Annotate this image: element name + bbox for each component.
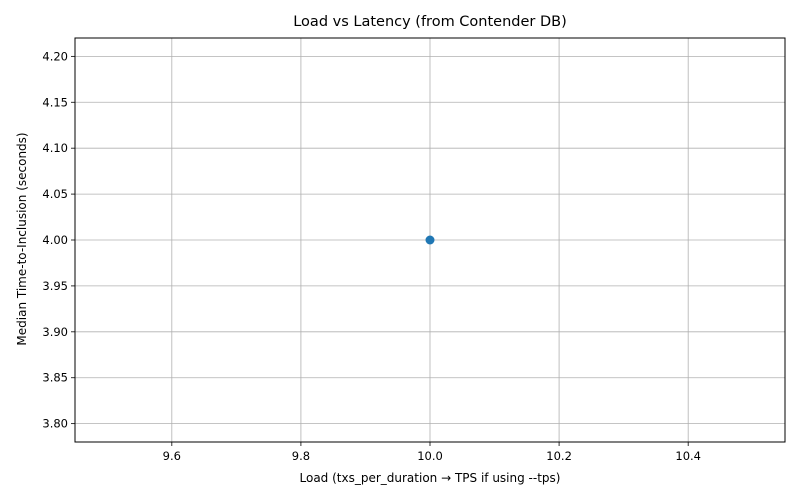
y-tick-label: 4.00 bbox=[42, 233, 68, 247]
chart-title: Load vs Latency (from Contender DB) bbox=[293, 14, 567, 30]
grid-lines bbox=[75, 38, 785, 442]
x-axis-label: Load (txs_per_duration → TPS if using --… bbox=[300, 471, 561, 485]
x-tick-label: 10.4 bbox=[675, 449, 701, 463]
data-point bbox=[425, 235, 435, 245]
y-axis-label: Median Time-to-Inclusion (seconds) bbox=[15, 132, 29, 345]
y-tick-label: 4.05 bbox=[42, 187, 68, 201]
y-axis-ticks: 3.80 3.85 3.90 3.95 4.00 4.05 4.10 4.15 4.20 bbox=[42, 49, 75, 431]
x-tick-label: 10.2 bbox=[546, 449, 572, 463]
x-axis-ticks: 9.6 9.8 10.0 10.2 10.4 bbox=[163, 442, 701, 463]
y-tick-label: 3.85 bbox=[42, 371, 68, 385]
x-tick-label: 9.8 bbox=[292, 449, 310, 463]
y-tick-label: 4.20 bbox=[42, 49, 68, 63]
y-tick-label: 4.15 bbox=[42, 95, 68, 109]
data-series bbox=[425, 235, 435, 245]
y-tick-label: 4.10 bbox=[42, 141, 68, 155]
x-tick-label: 9.6 bbox=[163, 449, 181, 463]
x-tick-label: 10.0 bbox=[417, 449, 443, 463]
y-tick-label: 3.95 bbox=[42, 279, 68, 293]
y-tick-label: 3.90 bbox=[42, 325, 68, 339]
y-tick-label: 3.80 bbox=[42, 417, 68, 431]
